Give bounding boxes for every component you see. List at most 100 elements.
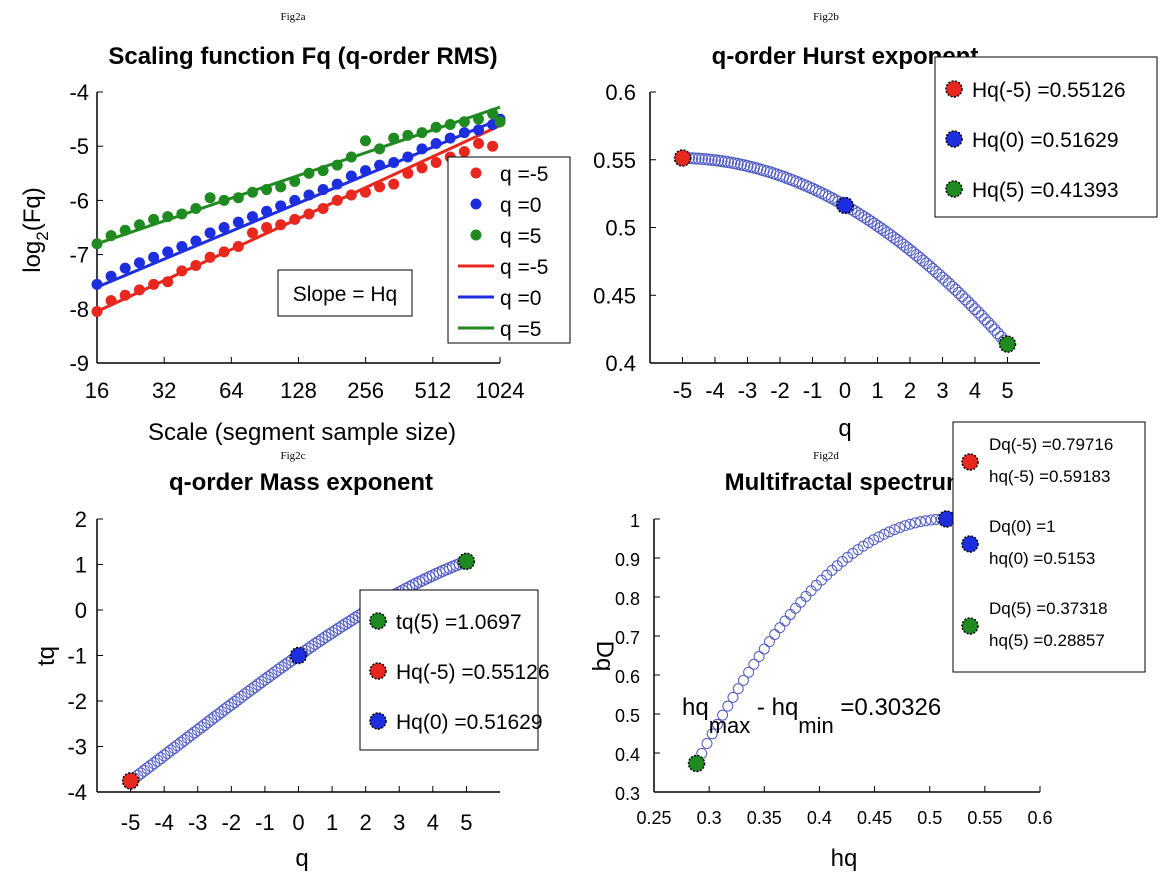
- curve-ring: [790, 602, 802, 614]
- curve-ring: [988, 323, 1001, 336]
- point-blue: [162, 246, 174, 258]
- x-tick-label-a: 128: [280, 378, 317, 403]
- slope-annotation-box: [277, 269, 413, 317]
- y-tick-label-d: 0.5: [615, 706, 640, 726]
- legend-marker-green: [470, 229, 482, 241]
- legend-label-dq: Dq(0) =1: [989, 517, 1056, 536]
- curve-ring: [805, 585, 817, 597]
- curve-ring: [868, 217, 881, 230]
- panel-fig2a: Fig2a Scaling function Fq (q-order RMS) …: [19, 11, 571, 446]
- point-red: [218, 246, 230, 258]
- legend-marker-red: [961, 453, 979, 471]
- point-red: [162, 276, 174, 288]
- point-red: [105, 295, 117, 307]
- point-red: [204, 251, 216, 263]
- curve-ring: [336, 620, 349, 633]
- y-tick-label-a: -9: [69, 351, 89, 376]
- point-green: [430, 121, 442, 133]
- caption-fig2a: Fig2a: [280, 11, 305, 23]
- x-tick-label-b: 1: [871, 378, 883, 403]
- markers-fig2b: [673, 149, 1017, 353]
- panel-fig2b: Fig2b q-order Hurst exponent -5 -4 -3 -2 -1 0…: [593, 11, 1158, 442]
- legend-marker-green: [961, 617, 979, 635]
- point-green: [133, 219, 145, 231]
- curve-ring: [933, 268, 946, 281]
- curve-ring: [737, 674, 749, 686]
- curve-ring: [878, 528, 890, 540]
- data-points-fig2a: [91, 108, 506, 318]
- legend-label-fig2a: q =0: [500, 287, 541, 310]
- point-red: [345, 189, 357, 201]
- point-red: [190, 259, 202, 271]
- point-blue: [317, 184, 329, 196]
- point-green: [472, 113, 484, 125]
- point-green: [303, 167, 315, 179]
- x-tick-label-b: 5: [1001, 378, 1013, 403]
- curve-ring: [855, 209, 868, 222]
- curve-ring: [861, 213, 874, 226]
- x-tick-label-b: 3: [936, 378, 948, 403]
- x-tick-label-d: 0.25: [636, 808, 671, 828]
- title-fig2c: q-order Mass exponent: [169, 469, 433, 496]
- point-red: [246, 227, 258, 239]
- curve-ring: [753, 651, 765, 663]
- legend-box-fig2c: [359, 589, 539, 751]
- marker-red: [121, 772, 140, 790]
- width-annotation: hqmax - hqmin =0.30326: [682, 694, 941, 738]
- y-tick-label-b: 0.55: [593, 148, 636, 173]
- x-tick-label-a: 16: [85, 378, 109, 403]
- legend-label-dq: Dq(-5) =0.79716: [989, 435, 1113, 454]
- marker-red: [673, 149, 692, 167]
- x-tick-label-b: -2: [770, 378, 790, 403]
- legend-label-fig2a: q =-5: [500, 163, 548, 186]
- curve-ring: [904, 518, 916, 530]
- y-tick-label-c: 2: [75, 507, 87, 532]
- curve-ring: [279, 658, 292, 671]
- curve-ring: [701, 738, 713, 750]
- point-green: [444, 119, 456, 131]
- point-blue: [359, 165, 371, 177]
- curve-ring: [727, 691, 739, 703]
- point-red: [289, 213, 301, 225]
- point-blue: [444, 132, 456, 144]
- curve-ring: [282, 656, 295, 669]
- curve-ring: [949, 283, 962, 296]
- marker-green: [687, 754, 706, 773]
- legend-marker-blue: [961, 535, 979, 553]
- point-green: [275, 181, 287, 193]
- point-blue: [472, 124, 484, 136]
- point-green: [458, 116, 470, 128]
- curve-ring: [800, 590, 812, 602]
- legend-box-fig2d: [952, 421, 1146, 673]
- point-red: [331, 194, 343, 206]
- point-blue: [148, 251, 160, 263]
- curve-ring: [946, 280, 959, 293]
- legend-fig2d: Dq(-5) =0.79716 hq(-5) =0.59183 Dq(0) =1 hq…: [952, 421, 1146, 673]
- marker-green: [457, 552, 476, 571]
- legend-marker-blue: [945, 130, 963, 148]
- x-tick-label-d: 0.6: [1027, 808, 1052, 828]
- legend-label-hq: hq(-5) =0.59183: [989, 467, 1110, 486]
- y-tick-label-d: 0.7: [615, 628, 640, 648]
- panel-fig2c: Fig2c q-order Mass exponent -5 -4 -3 -2 -1 0 1…: [33, 450, 550, 872]
- legend-label-fig2b: Hq(-5) =0.55126: [972, 79, 1126, 102]
- curve-ring: [852, 207, 864, 220]
- y-tick-label-b: 0.45: [593, 283, 636, 308]
- curve-ring: [972, 306, 985, 319]
- axes-fig2d: 0.25 0.3 0.35 0.4 0.45 0.5 0.55 0.6 0.3 0.4 0.5 0.6…: [615, 511, 1053, 828]
- curve-ring: [712, 154, 725, 167]
- curve-ring: [868, 534, 880, 546]
- legend-marker-blue: [470, 198, 482, 210]
- curve-ring: [881, 226, 894, 239]
- curve-fig2c: [124, 555, 473, 787]
- point-green: [416, 127, 428, 139]
- point-green: [162, 211, 174, 223]
- point-red: [430, 156, 442, 168]
- x-tick-label-a: 256: [347, 378, 384, 403]
- x-tick-label-c: 0: [292, 810, 304, 835]
- curve-ring: [920, 257, 933, 270]
- point-red: [374, 181, 386, 193]
- y-tick-label-a: -5: [69, 134, 89, 159]
- y-tick-label-b: 0.4: [605, 351, 636, 376]
- curve-ring: [743, 666, 755, 678]
